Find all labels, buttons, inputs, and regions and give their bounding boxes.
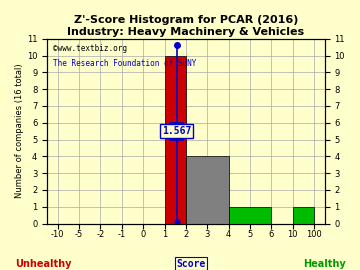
Text: Healthy: Healthy xyxy=(303,259,345,269)
Text: The Research Foundation of SUNY: The Research Foundation of SUNY xyxy=(53,59,196,68)
Y-axis label: Number of companies (16 total): Number of companies (16 total) xyxy=(15,64,24,198)
Bar xyxy=(165,56,186,224)
Bar xyxy=(293,207,314,224)
Text: 1.567: 1.567 xyxy=(162,126,191,136)
Bar xyxy=(229,207,271,224)
Title: Z'-Score Histogram for PCAR (2016)
Industry: Heavy Machinery & Vehicles: Z'-Score Histogram for PCAR (2016) Indus… xyxy=(67,15,305,37)
Text: Unhealthy: Unhealthy xyxy=(15,259,71,269)
Text: Score: Score xyxy=(176,259,206,269)
Bar xyxy=(186,156,229,224)
Text: ©www.textbiz.org: ©www.textbiz.org xyxy=(53,44,127,53)
